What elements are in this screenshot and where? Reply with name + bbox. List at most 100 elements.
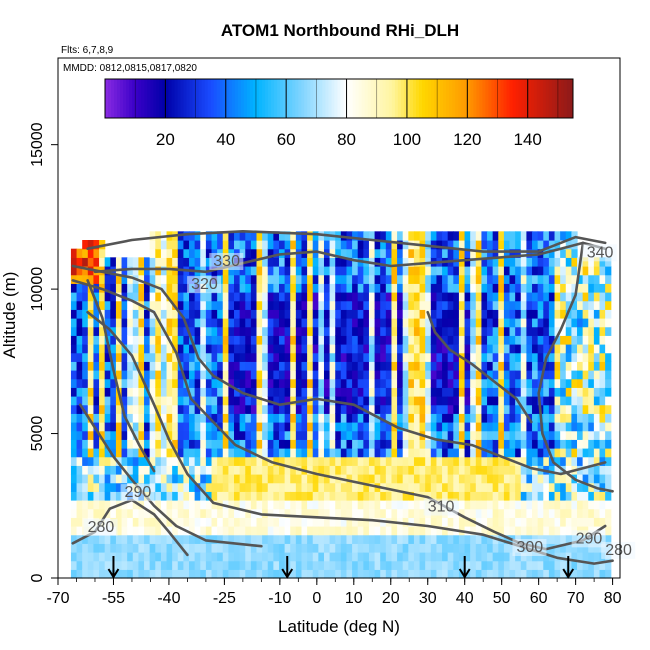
heatmap-cell: [470, 231, 477, 241]
colorbar-segment: [255, 79, 260, 118]
heatmap-cell: [245, 240, 252, 250]
heatmap-cell: [70, 456, 78, 466]
heatmap-cell: [470, 439, 477, 449]
y-tick-label: 0: [29, 573, 46, 582]
heatmap-cell: [239, 396, 246, 406]
heatmap-cell: [363, 248, 370, 258]
heatmap-cell: [447, 309, 454, 319]
heatmap-cell: [149, 344, 156, 354]
heatmap-cell: [413, 508, 421, 518]
heatmap-cell: [397, 569, 404, 579]
colorbar-segment: [286, 79, 290, 118]
heatmap-cell: [492, 266, 499, 276]
heatmap-cell: [211, 422, 218, 432]
heatmap-cell: [442, 361, 449, 371]
heatmap-cell: [447, 387, 454, 397]
heatmap-cell: [121, 283, 128, 293]
heatmap-cell: [104, 534, 111, 544]
heatmap-cell: [368, 500, 376, 510]
heatmap-cell: [357, 370, 364, 380]
heatmap-cell: [323, 508, 331, 518]
heatmap-cell: [267, 404, 274, 414]
contour-label-bg: [187, 276, 222, 294]
heatmap-cell: [565, 456, 572, 466]
heatmap-cell: [481, 231, 488, 241]
heatmap-cell: [368, 491, 376, 501]
heatmap-cell: [503, 569, 511, 579]
heatmap-cell: [593, 543, 601, 553]
heatmap-cell: [166, 413, 173, 423]
heatmap-cell: [577, 422, 584, 432]
heatmap-cell: [104, 439, 111, 449]
heatmap-cell: [346, 422, 353, 432]
heatmap-cell: [487, 500, 494, 510]
heatmap-cell: [273, 283, 280, 293]
heatmap-cell: [481, 283, 488, 293]
heatmap-cell: [464, 292, 471, 302]
heatmap-cell: [593, 552, 601, 562]
heatmap-cell: [234, 387, 241, 397]
heatmap-cell: [177, 569, 184, 579]
heatmap-cell: [453, 560, 460, 570]
heatmap-cell: [189, 300, 196, 310]
heatmap-cell: [301, 482, 308, 492]
heatmap-cell: [368, 231, 376, 241]
heatmap-cell: [234, 439, 241, 449]
heatmap-cell: [368, 283, 376, 293]
heatmap-cell: [593, 439, 601, 449]
heatmap-cell: [380, 474, 387, 484]
heatmap-cell: [110, 326, 117, 336]
heatmap-cell: [335, 326, 342, 336]
heatmap-cell: [104, 378, 111, 388]
heatmap-cell: [436, 404, 443, 414]
heatmap-cell: [605, 474, 612, 484]
heatmap-cell: [397, 396, 404, 406]
heatmap-cell: [554, 370, 561, 380]
heatmap-cell: [234, 378, 241, 388]
heatmap-cell: [543, 500, 550, 510]
heatmap-cell: [307, 318, 314, 328]
heatmap-cell: [284, 326, 291, 336]
heatmap-cell: [577, 326, 584, 336]
heatmap-cell: [132, 266, 140, 276]
heatmap-cell: [205, 526, 213, 536]
heatmap-cell: [115, 474, 123, 484]
heatmap-cell: [262, 361, 269, 371]
heatmap-cell: [301, 543, 308, 553]
heatmap-cell: [380, 552, 387, 562]
heatmap-cell: [189, 248, 196, 258]
heatmap-cell: [481, 439, 488, 449]
heatmap-cell: [419, 387, 426, 397]
heatmap-cell: [599, 422, 606, 432]
heatmap-cell: [87, 378, 95, 388]
heatmap-cell: [312, 344, 319, 354]
heatmap-cell: [217, 569, 224, 579]
heatmap-cell: [144, 283, 151, 293]
heatmap-cell: [307, 344, 314, 354]
heatmap-cell: [498, 560, 505, 570]
heatmap-cell: [565, 413, 572, 423]
heatmap-cell: [475, 274, 483, 284]
heatmap-cell: [543, 309, 550, 319]
heatmap-cell: [391, 456, 398, 466]
heatmap-cell: [301, 240, 308, 250]
heatmap-cell: [278, 361, 286, 371]
heatmap-cell: [498, 335, 505, 345]
heatmap-cell: [234, 422, 241, 432]
heatmap-cell: [571, 560, 578, 570]
heatmap-cell: [397, 552, 404, 562]
heatmap-cell: [430, 283, 438, 293]
heatmap-cell: [352, 448, 359, 458]
heatmap-cell: [374, 552, 381, 562]
heatmap-cell: [509, 439, 516, 449]
heatmap-cell: [374, 378, 381, 388]
heatmap-cell: [560, 526, 567, 536]
heatmap-cell: [430, 543, 438, 553]
heatmap-cell: [250, 274, 258, 284]
heatmap-cell: [605, 292, 612, 302]
heatmap-cell: [234, 292, 241, 302]
heatmap-cell: [447, 543, 454, 553]
heatmap-cell: [177, 526, 184, 536]
heatmap-cell: [115, 378, 123, 388]
heatmap-cell: [380, 231, 387, 241]
